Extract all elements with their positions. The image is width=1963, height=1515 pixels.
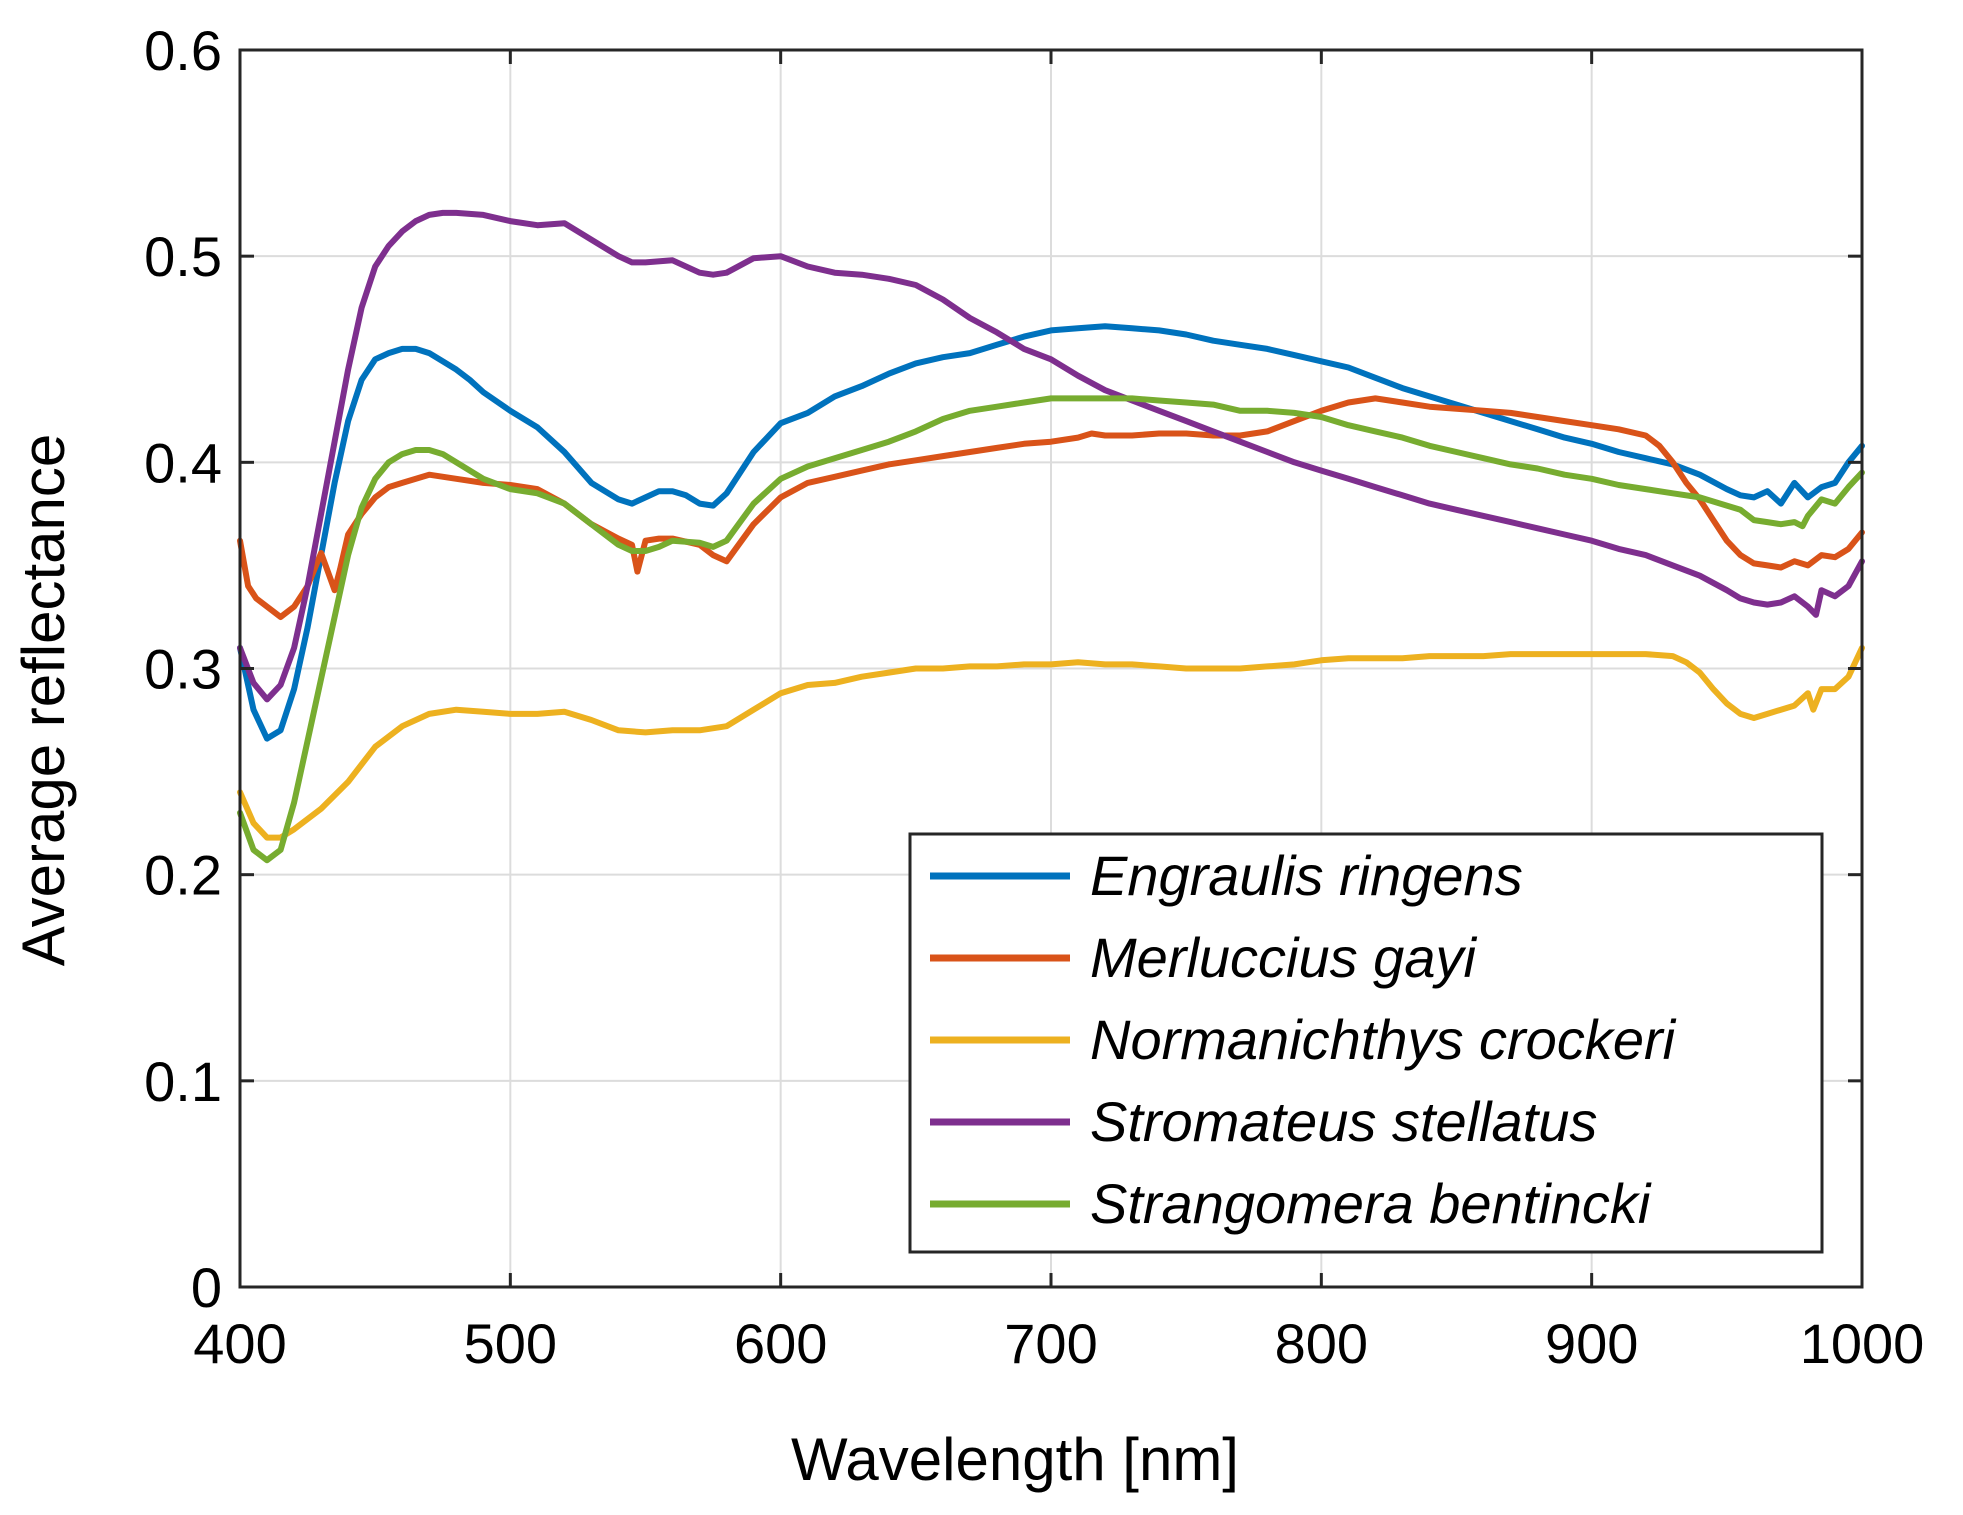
x-tick-label: 600 <box>734 1312 827 1375</box>
x-tick-label: 400 <box>193 1312 286 1375</box>
series-line-engraulis-ringens <box>237 323 1865 742</box>
y-tick-label: 0.2 <box>144 844 222 907</box>
y-tick-label: 0.1 <box>144 1050 222 1113</box>
x-tick-label: 1000 <box>1800 1312 1925 1375</box>
x-tick-label: 700 <box>1004 1312 1097 1375</box>
x-tick-label: 900 <box>1545 1312 1638 1375</box>
y-tick-label: 0.4 <box>144 431 222 494</box>
y-axis-title: Average reflectance <box>10 434 77 967</box>
x-axis-title: Wavelength [nm] <box>791 1426 1239 1493</box>
legend-label-engraulis-ringens: Engraulis ringens <box>1090 844 1523 907</box>
x-tick-label: 500 <box>464 1312 557 1375</box>
x-tick-label: 800 <box>1275 1312 1368 1375</box>
axis-ticks <box>238 48 1864 1289</box>
legend-label-strangomera-bentincki: Strangomera bentincki <box>1090 1172 1652 1235</box>
legend-label-normanichthys-crockeri: Normanichthys crockeri <box>1090 1008 1677 1071</box>
y-tick-label: 0.3 <box>144 638 222 701</box>
legend: Engraulis ringens Merluccius gayi Normanic… <box>908 832 1824 1254</box>
y-tick-label: 0.6 <box>144 19 222 82</box>
legend-label-merluccius-gayi: Merluccius gayi <box>1090 926 1477 989</box>
series-line-normanichthys-crockeri <box>237 644 1865 841</box>
series-layer <box>237 209 1865 864</box>
legend-label-stromateus-stellatus: Stromateus stellatus <box>1090 1090 1597 1153</box>
y-tick-labels: 0 0.1 0.2 0.3 0.4 0.5 0.6 <box>144 19 222 1319</box>
y-tick-label: 0.5 <box>144 225 222 288</box>
x-tick-labels: 400 500 600 700 800 900 1000 <box>193 1312 1924 1375</box>
y-tick-label: 0 <box>191 1256 222 1319</box>
series-line-merluccius-gayi <box>237 395 1865 620</box>
series-line-strangomera-bentincki <box>237 395 1865 864</box>
series-line-stromateus-stellatus <box>237 209 1865 703</box>
